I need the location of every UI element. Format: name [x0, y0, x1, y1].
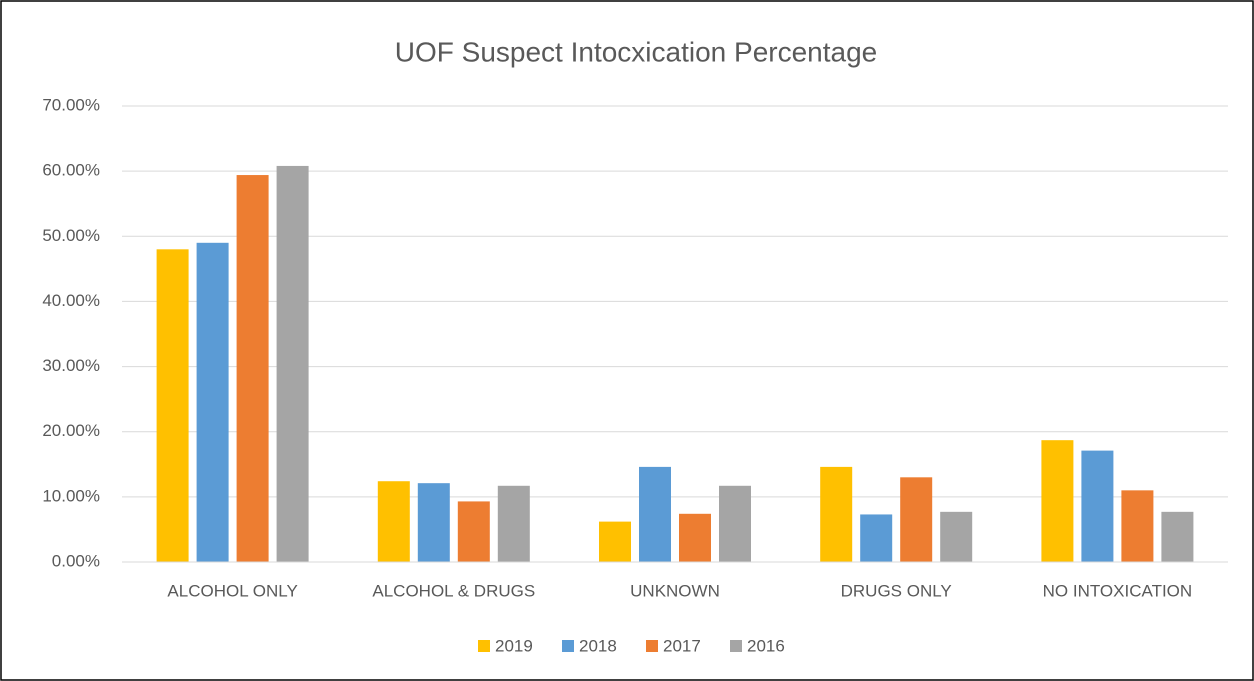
- y-tick-label: 50.00%: [42, 226, 100, 245]
- x-tick-label: UNKNOWN: [630, 581, 720, 600]
- legend-label: 2019: [495, 636, 533, 655]
- x-tick-label: NO INTOXICATION: [1043, 581, 1193, 600]
- y-tick-label: 70.00%: [42, 95, 100, 114]
- legend-label: 2016: [747, 636, 785, 655]
- bar: [900, 477, 933, 562]
- bar: [457, 501, 490, 562]
- bar: [860, 514, 893, 562]
- bar: [1041, 440, 1074, 562]
- bar: [679, 513, 711, 562]
- legend-swatch: [478, 640, 490, 652]
- legend-swatch: [646, 640, 658, 652]
- legend-swatch: [730, 640, 742, 652]
- y-tick-label: 10.00%: [42, 486, 100, 505]
- bar: [417, 483, 450, 562]
- bar: [1081, 450, 1114, 562]
- legend-label: 2018: [579, 636, 617, 655]
- bar: [940, 511, 973, 562]
- bar: [1121, 490, 1154, 562]
- bar: [156, 249, 189, 563]
- x-tick-label: ALCOHOL & DRUGS: [372, 581, 535, 600]
- bar: [276, 165, 309, 562]
- y-tick-label: 60.00%: [42, 161, 100, 180]
- x-tick-label: DRUGS ONLY: [841, 581, 952, 600]
- y-tick-label: 0.00%: [52, 551, 100, 570]
- bar: [820, 466, 853, 562]
- bar: [639, 466, 671, 562]
- y-tick-label: 40.00%: [42, 291, 100, 310]
- legend-swatch: [562, 640, 574, 652]
- y-tick-label: 20.00%: [42, 421, 100, 440]
- bar: [236, 175, 269, 562]
- bar: [719, 485, 751, 562]
- bar: [1161, 511, 1194, 562]
- bar: [196, 242, 229, 563]
- y-tick-label: 30.00%: [42, 356, 100, 375]
- bar: [377, 481, 410, 562]
- chart-title: UOF Suspect Intocxication Percentage: [395, 36, 877, 67]
- bar: [497, 485, 530, 562]
- legend-label: 2017: [663, 636, 701, 655]
- x-tick-label: ALCOHOL ONLY: [167, 581, 297, 600]
- bar: [599, 521, 631, 562]
